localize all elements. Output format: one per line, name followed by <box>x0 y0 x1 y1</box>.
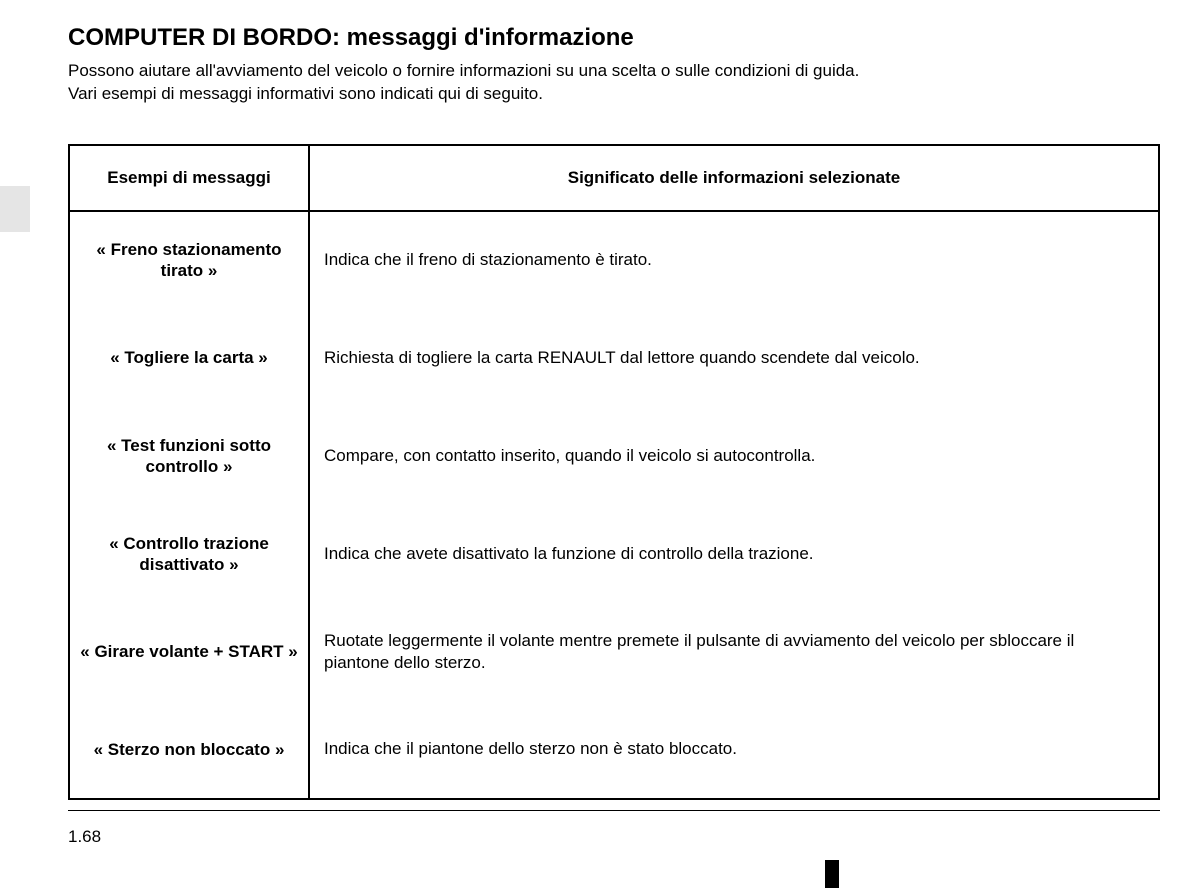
table-row: « Test funzioni sotto controllo » Compar… <box>69 407 1159 505</box>
page-number: 1.68 <box>68 821 1160 847</box>
message-cell: « Freno stazionamento tirato » <box>69 211 309 309</box>
table-header-row: Esempi di messaggi Significato delle inf… <box>69 145 1159 211</box>
document-page: COMPUTER DI BORDO: messaggi d'informazio… <box>0 0 1200 867</box>
table-row: « Togliere la carta » Richiesta di togli… <box>69 309 1159 407</box>
table-row: « Girare volante + START » Ruotate legge… <box>69 603 1159 701</box>
side-tab <box>0 186 30 232</box>
table-row: « Controllo trazione disattivato » Indic… <box>69 505 1159 603</box>
page-title: COMPUTER DI BORDO: messaggi d'informazio… <box>68 24 1160 52</box>
footer-mark <box>825 860 839 888</box>
messages-table: Esempi di messaggi Significato delle inf… <box>68 144 1160 800</box>
message-cell: « Sterzo non bloccato » <box>69 701 309 799</box>
table-row: « Sterzo non bloccato » Indica che il pi… <box>69 701 1159 799</box>
table-row: « Freno stazionamento tirato » Indica ch… <box>69 211 1159 309</box>
message-cell: « Girare volante + START » <box>69 603 309 701</box>
message-cell: « Test funzioni sotto controllo » <box>69 407 309 505</box>
message-cell: « Togliere la carta » <box>69 309 309 407</box>
table-header-messages: Esempi di messaggi <box>69 145 309 211</box>
description-cell: Ruotate leggermente il volante mentre pr… <box>309 603 1159 701</box>
intro-text: Possono aiutare all'avviamento del veico… <box>68 60 1160 106</box>
description-cell: Indica che avete disattivato la funzione… <box>309 505 1159 603</box>
intro-line-2: Vari esempi di messaggi informativi sono… <box>68 84 543 103</box>
footer-divider <box>68 810 1160 811</box>
table-header-meaning: Significato delle informazioni seleziona… <box>309 145 1159 211</box>
description-cell: Richiesta di togliere la carta RENAULT d… <box>309 309 1159 407</box>
intro-line-1: Possono aiutare all'avviamento del veico… <box>68 61 859 80</box>
description-cell: Compare, con contatto inserito, quando i… <box>309 407 1159 505</box>
description-cell: Indica che il piantone dello sterzo non … <box>309 701 1159 799</box>
description-cell: Indica che il freno di stazionamento è t… <box>309 211 1159 309</box>
message-cell: « Controllo trazione disattivato » <box>69 505 309 603</box>
